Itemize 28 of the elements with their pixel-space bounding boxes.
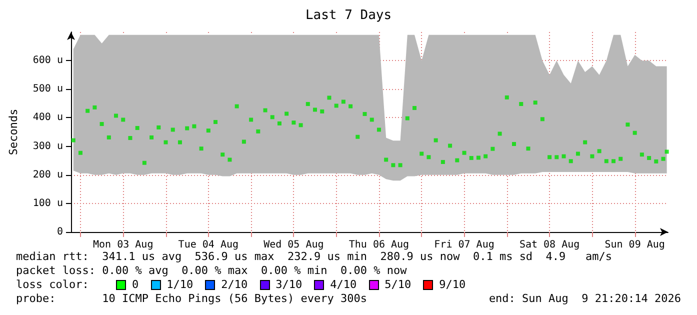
y-axis-title: Seconds — [7, 108, 20, 156]
y-tick-label: 100 u — [32, 198, 63, 209]
x-tick-label: Thu 06 Aug — [348, 240, 410, 250]
y-tick-label: 300 u — [32, 140, 63, 152]
x-tick-label: Sat 08 Aug — [519, 240, 580, 250]
text: 5/10 — [384, 278, 412, 292]
x-tick-label: Mon 03 Aug — [93, 240, 154, 250]
text: 9/10 — [438, 278, 466, 292]
y-tick-label: 500 u — [32, 84, 63, 95]
x-tick-label: Fri 07 Aug — [434, 240, 494, 250]
text: 4/10 — [329, 278, 357, 292]
text: 1/10 — [166, 278, 194, 292]
y-tick-label: 600 u — [32, 55, 63, 66]
y-tick-label: 0 — [56, 226, 63, 238]
chart-title: Last 7 Days — [305, 8, 392, 23]
x-tick-label: Sun 09 Aug — [604, 240, 665, 250]
y-tick-label: 200 u — [32, 169, 63, 180]
x-tick-label: Tue 04 Aug — [178, 240, 239, 250]
text: end: Sun Aug 9 21:20:14 2026 — [488, 292, 681, 306]
y-tick-label: 400 u — [32, 112, 63, 124]
x-tick-label: Wed 05 Aug — [264, 240, 324, 250]
text: loss color: — [16, 278, 90, 292]
text: packet loss: 0.00 % avg 0.00 % max 0.00 % min 0.00 % now — [16, 264, 408, 278]
text: median rtt: 341.1 us avg 536.9 us max 232.9 us min 280.9 us now 0.1 ms sd 4.9 am/s — [16, 250, 614, 264]
text: 0 — [131, 278, 139, 292]
text: 3/10 — [274, 278, 302, 292]
text: probe: 10 ICMP Echo Pings (56 Bytes) every 300s — [16, 292, 367, 306]
text: 2/10 — [220, 278, 248, 292]
